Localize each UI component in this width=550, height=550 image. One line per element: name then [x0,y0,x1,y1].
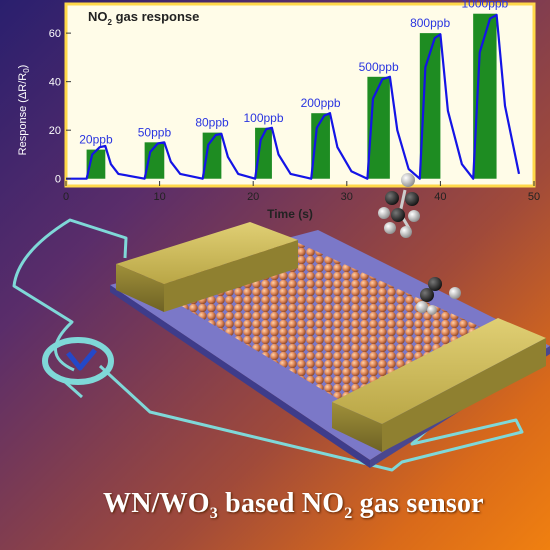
y-axis-label: Response (ΔR/R0) [17,65,31,156]
x-tick-label: 30 [341,191,353,203]
chart-frame [64,2,536,188]
data-label-50ppb: 50ppb [138,125,172,139]
y-tick-label: 60 [49,28,61,40]
y-tick-label: 0 [55,174,61,186]
x-tick-label: 50 [528,191,540,203]
data-label-800ppb: 800ppb [410,16,450,30]
y-tick-label: 40 [49,77,61,89]
sensor-caption: WN/WO3 based NO2 gas sensor [103,488,484,522]
y-tick-label: 20 [49,125,61,137]
gas-molecule-lower [416,277,461,315]
data-label-200ppb: 200ppb [301,96,341,110]
data-label-20ppb: 20ppb [79,133,113,147]
gas-response-chart: 20ppb 50ppb 80ppb 100ppb 200ppb 500ppb 800ppb 1… [0,0,550,240]
gold-electrode-left [116,222,298,312]
data-label-100ppb: 100ppb [243,111,283,125]
chart-title: NO2 gas response [88,9,199,27]
x-axis-label: Time (s) [267,207,313,221]
bar-100ppb [255,127,272,179]
bar-80ppb [202,132,222,179]
x-tick-label: 40 [434,191,446,203]
data-label-80ppb: 80ppb [195,116,229,130]
gold-electrode-right [332,318,546,452]
gas-molecule-upper [378,173,420,238]
data-label-1000ppb: 1000ppb [462,0,509,11]
x-tick-label: 20 [247,191,259,203]
meter-icon [42,337,114,385]
x-tick-label: 10 [153,191,165,203]
x-tick-label: 0 [63,191,69,203]
response-line [66,13,521,180]
data-label-500ppb: 500ppb [359,60,399,74]
